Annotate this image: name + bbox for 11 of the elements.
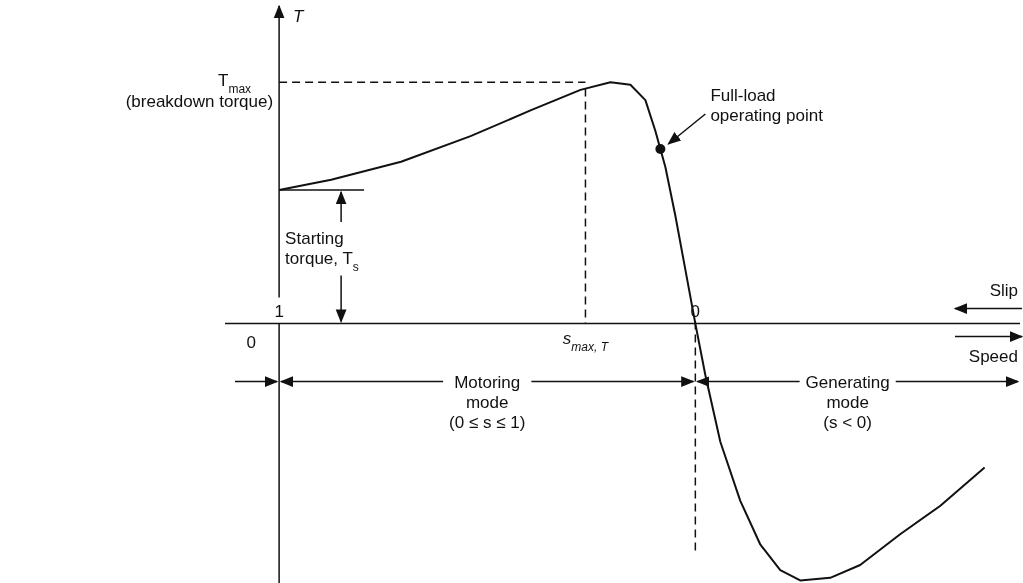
- ref-line-label: s$_{max, T}$: [562, 328, 610, 354]
- ref-line-label: T$_{max}$ (breakdown torque): [125, 71, 274, 111]
- x-axis-title: Slip: [989, 280, 1018, 300]
- annotation: 0: [246, 332, 256, 352]
- annotation: Starting torque, T$_{s}$: [285, 229, 359, 275]
- x-tick-label: 1: [274, 301, 284, 321]
- annotation: Full-load operating point: [710, 85, 824, 126]
- annotation: Motoring mode (0 ≤ s ≤ 1): [449, 372, 526, 433]
- annotation: Generating mode (s < 0): [805, 372, 890, 433]
- annotation: Speed: [968, 346, 1018, 366]
- y-axis-title: T: [293, 7, 306, 26]
